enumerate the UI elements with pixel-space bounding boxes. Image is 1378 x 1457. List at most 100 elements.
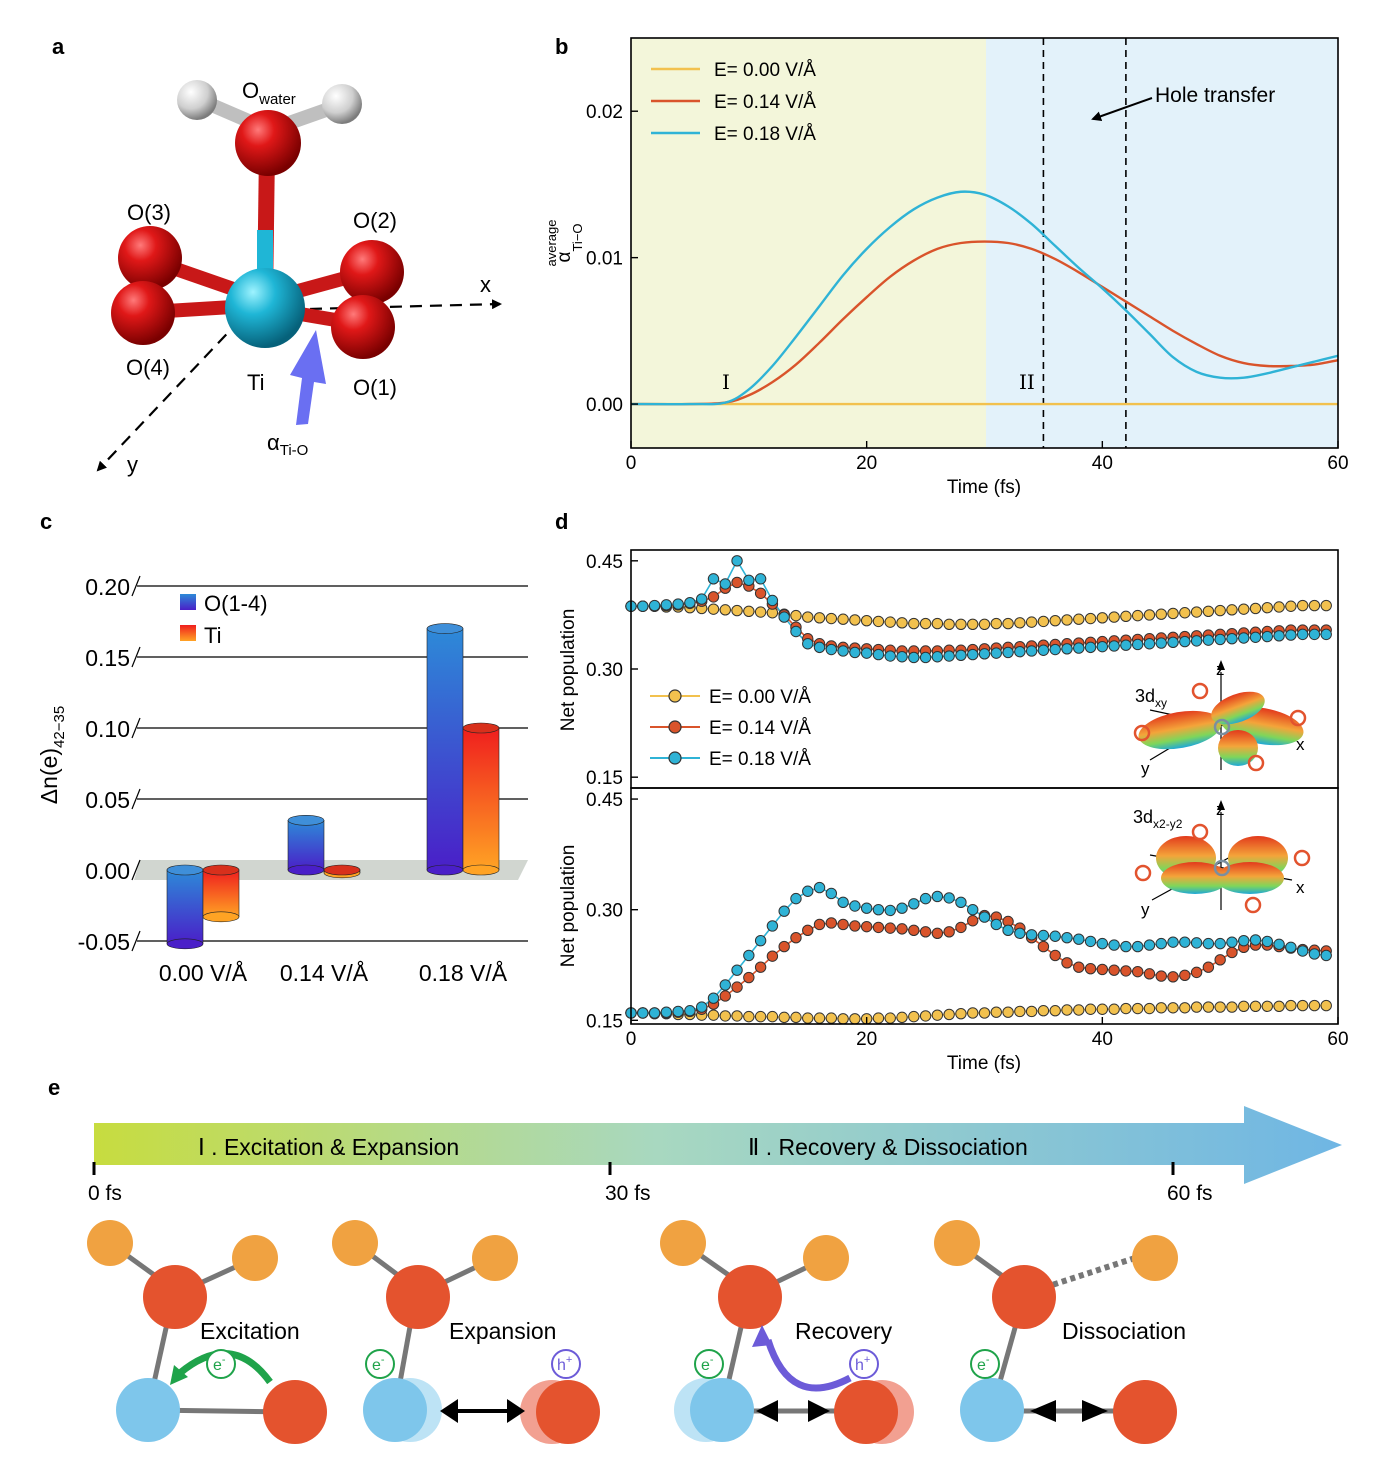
d-top-series-y-tick-label-2: 0.45 — [586, 552, 623, 573]
axis-y-arrow — [96, 319, 241, 472]
x-tick-label-1: 20 — [856, 1029, 877, 1050]
point-2-36 — [1049, 930, 1061, 942]
timeline-label-0: 0 fs — [88, 1182, 122, 1205]
point-0-27 — [943, 618, 955, 630]
point-0-54 — [1261, 1000, 1274, 1012]
legend-label-o: O(1-4) — [204, 591, 268, 616]
point-2-12 — [766, 920, 779, 932]
point-2-55 — [1273, 630, 1285, 642]
oxygen-water-atom — [235, 110, 301, 176]
titanium-atom — [363, 1378, 427, 1442]
panel-d-letter: d — [555, 509, 568, 534]
orbital-o-marker-2 — [1293, 849, 1311, 867]
orbital-o-marker-4 — [1247, 754, 1265, 772]
hydrogen-atom — [1132, 1235, 1178, 1281]
point-2-31 — [990, 918, 1002, 931]
point-1-28 — [955, 921, 967, 934]
d-bot-series-y-tick-label-2: 0.45 — [586, 790, 623, 811]
point-0-38 — [1073, 613, 1085, 625]
x-tick-label-2: 40 — [1092, 453, 1113, 474]
point-2-32 — [1002, 646, 1014, 659]
hydrogen-atom — [660, 1220, 706, 1266]
orbital-o-marker-2 — [1289, 709, 1307, 727]
panel-c-letter: c — [40, 509, 52, 534]
point-0-52 — [1238, 603, 1250, 615]
point-2-57 — [1296, 945, 1309, 957]
point-0-7 — [707, 603, 720, 615]
oxygen-atom — [263, 1380, 327, 1444]
y-tick-label-3: 0.10 — [85, 716, 130, 742]
point-2-15 — [802, 885, 814, 897]
point-0-34 — [1025, 1005, 1038, 1018]
hole-icon — [551, 1349, 581, 1379]
point-0-45 — [1155, 1002, 1167, 1014]
bar-cap-0-2 — [426, 623, 464, 634]
bar-cap-0-0 — [166, 864, 204, 876]
axis-y-label: y — [127, 452, 138, 477]
orbital-o-marker-3 — [1134, 864, 1152, 882]
point-2-16 — [813, 881, 826, 894]
point-0-53 — [1249, 602, 1262, 615]
point-2-26 — [931, 890, 944, 903]
point-0-17 — [825, 1012, 838, 1024]
panel-d: d 0.150.300.450.150.300.450 20 40 60 E= 0.0… — [555, 509, 1349, 1074]
point-2-54 — [1261, 630, 1274, 643]
point-0-37 — [1061, 1004, 1073, 1016]
y-tick-label-5: 0.20 — [85, 574, 130, 600]
point-0-9 — [731, 604, 743, 617]
orbital-x2y2-z: z — [1216, 800, 1225, 819]
oxygen-atom — [718, 1265, 782, 1329]
point-2-10 — [743, 574, 755, 586]
electron-icon — [365, 1349, 395, 1379]
bar-cap-1-2 — [462, 722, 500, 734]
point-2-38 — [1073, 933, 1085, 945]
point-0-25 — [919, 617, 932, 630]
point-0-32 — [1002, 617, 1014, 630]
point-1-23 — [896, 923, 908, 935]
panel-b-letter: b — [555, 34, 568, 59]
point-2-40 — [1096, 640, 1109, 653]
y-tick-label-4: 0.15 — [85, 645, 130, 671]
panel-d-bottom-series — [625, 881, 1332, 1025]
dissociation-arrowhead-right — [1030, 1400, 1056, 1422]
point-2-34 — [1025, 645, 1038, 657]
point-0-48 — [1190, 1001, 1203, 1013]
y-tick-label-2: 0.05 — [85, 787, 130, 813]
timeline-label-2: 60 fs — [1167, 1182, 1213, 1205]
orbital-lobe-3 — [1211, 691, 1265, 725]
region-I-shade — [631, 38, 986, 448]
point-0-55 — [1273, 601, 1285, 613]
y-tick-2 — [131, 788, 141, 810]
point-0-15 — [802, 1012, 814, 1024]
point-0-14 — [790, 1011, 802, 1024]
category-label-0: 0.00 V/Å — [159, 959, 248, 986]
panel-b-ylabel: αTi−O — [554, 223, 585, 262]
stage-expansion: e- h+ Expansion — [332, 1220, 600, 1444]
panel-d-bottom-frame — [630, 787, 1339, 1025]
point-0-33 — [1014, 617, 1026, 629]
bar-cap-1-1 — [323, 864, 361, 876]
orbital-x2y2-y: y — [1141, 900, 1150, 919]
point-0-52 — [1238, 1000, 1250, 1012]
timeline-arrow — [94, 1106, 1342, 1184]
hole-transfer-arrow — [1091, 97, 1153, 122]
y-tick-5 — [131, 575, 141, 597]
point-0-34 — [1025, 616, 1038, 628]
legend-marker-2 — [668, 751, 682, 765]
point-0-21 — [872, 615, 885, 628]
point-2-53 — [1249, 934, 1262, 946]
oxygen-atom — [834, 1380, 898, 1444]
stage-recovery: e- h+ Recovery — [660, 1220, 914, 1444]
point-0-22 — [884, 1012, 896, 1024]
point-0-57 — [1296, 599, 1309, 612]
legend-label-0: E= 0.00 V/Å — [714, 60, 816, 81]
point-0-22 — [884, 616, 896, 628]
point-0-16 — [813, 612, 826, 624]
legend-swatch-ti — [180, 625, 196, 641]
point-0-28 — [955, 618, 967, 630]
point-1-49 — [1202, 961, 1215, 973]
bar-cap-0-1 — [287, 814, 325, 826]
point-2-39 — [1084, 641, 1097, 654]
panel-b-legend: E= 0.00 V/Å E= 0.14 V/Å E= 0.18 V/Å — [651, 60, 816, 145]
